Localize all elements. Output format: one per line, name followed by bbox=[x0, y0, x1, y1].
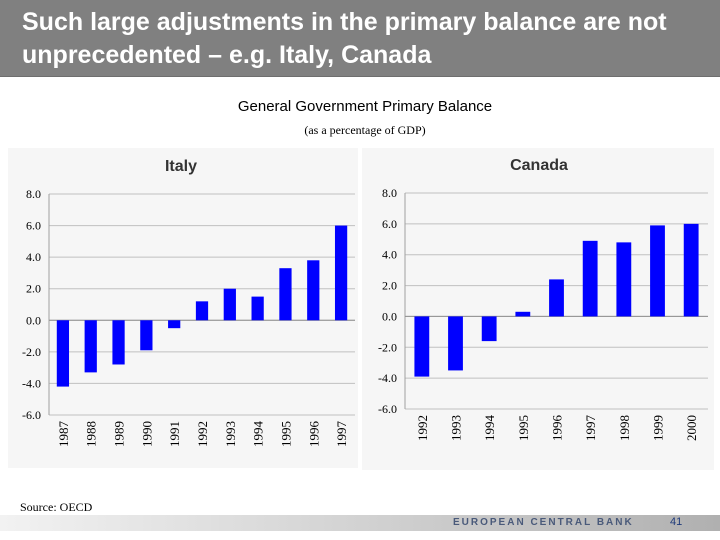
bar-1998 bbox=[616, 242, 632, 317]
y-tick-label: 4.0 bbox=[26, 250, 41, 264]
y-tick-label: 8.0 bbox=[382, 186, 397, 200]
bar-1997 bbox=[334, 225, 348, 321]
y-tick-label: -6.0 bbox=[22, 408, 41, 422]
canada-chart: 8.0 6.0 4.0 2.0 0.0 -2.0 -4.0 -6.0 1992 1993 1994 1… bbox=[378, 157, 708, 442]
x-tick-label: 1997 bbox=[583, 415, 598, 442]
chart-subtitle: (as a percentage of GDP) bbox=[304, 123, 426, 137]
x-tick-label: 1998 bbox=[617, 415, 632, 441]
x-tick-label: 1988 bbox=[84, 421, 99, 447]
panel-title: Italy bbox=[165, 158, 197, 175]
x-tick-label: 1997 bbox=[334, 421, 349, 448]
y-tick-label: -2.0 bbox=[378, 340, 397, 354]
bar-1991 bbox=[168, 320, 181, 329]
x-tick-label: 1992 bbox=[195, 421, 210, 447]
bar-1988 bbox=[84, 320, 97, 373]
italy-chart: 8.0 6.0 4.0 2.0 0.0 -2.0 -4.0 -6.0 1987 1988 1989 1… bbox=[22, 158, 355, 448]
x-tick-label: 1996 bbox=[550, 415, 565, 442]
x-tick-label: 1993 bbox=[223, 421, 238, 447]
y-tick-label: -4.0 bbox=[22, 376, 41, 390]
bar-1990 bbox=[140, 320, 153, 351]
x-tick-label: 1999 bbox=[651, 415, 666, 441]
slide-title: Such large adjustments in the primary ba… bbox=[22, 8, 667, 69]
x-tick-label: 1992 bbox=[415, 415, 430, 441]
bar-1995 bbox=[515, 311, 531, 317]
x-tick-label: 1993 bbox=[449, 415, 464, 441]
panel-title: Canada bbox=[510, 157, 568, 174]
y-tick-label: -6.0 bbox=[378, 402, 397, 416]
bar-2000 bbox=[683, 223, 699, 317]
slide-header: Such large adjustments in the primary ba… bbox=[0, 0, 720, 77]
footer-organization: EUROPEAN CENTRAL BANK bbox=[453, 517, 634, 528]
bar-1992 bbox=[414, 316, 430, 377]
x-tick-label: 1995 bbox=[516, 415, 531, 441]
bar-1995 bbox=[279, 268, 292, 321]
bar-1993 bbox=[223, 288, 236, 321]
bar-1996 bbox=[307, 260, 320, 321]
x-tick-label: 1996 bbox=[306, 421, 321, 448]
x-tick-label: 1990 bbox=[139, 421, 154, 447]
footer-bar bbox=[0, 515, 720, 531]
bar-1993 bbox=[448, 316, 463, 371]
bar-1992 bbox=[195, 301, 209, 321]
bar-1989 bbox=[112, 320, 125, 365]
bar-1987 bbox=[56, 320, 70, 387]
source-note: Source: OECD bbox=[20, 500, 93, 514]
bar-1997 bbox=[582, 240, 598, 317]
x-tick-label: 1989 bbox=[112, 421, 127, 447]
y-tick-label: 6.0 bbox=[26, 219, 41, 233]
y-tick-label: 6.0 bbox=[382, 217, 397, 231]
y-tick-label: 0.0 bbox=[382, 309, 397, 323]
y-tick-label: 8.0 bbox=[26, 187, 41, 201]
bar-1994 bbox=[251, 296, 264, 321]
y-tick-label: -4.0 bbox=[378, 371, 397, 385]
y-tick-label: 0.0 bbox=[26, 313, 41, 327]
x-tick-label: 1994 bbox=[251, 421, 266, 448]
x-tick-label: 1995 bbox=[278, 421, 293, 447]
y-tick-label: -2.0 bbox=[22, 345, 41, 359]
bar-1994 bbox=[481, 316, 497, 342]
y-tick-label: 2.0 bbox=[382, 279, 397, 293]
bar-1996 bbox=[549, 279, 564, 317]
x-tick-label: 1987 bbox=[56, 421, 71, 448]
y-tick-label: 4.0 bbox=[382, 248, 397, 262]
y-tick-label: 2.0 bbox=[26, 282, 41, 296]
chart-main-title: General Government Primary Balance bbox=[237, 98, 493, 115]
page-number: 41 bbox=[670, 516, 683, 528]
x-tick-label: 2000 bbox=[684, 415, 699, 441]
x-tick-label: 1991 bbox=[167, 421, 182, 447]
x-tick-label: 1994 bbox=[482, 415, 497, 442]
bar-1999 bbox=[650, 225, 665, 317]
